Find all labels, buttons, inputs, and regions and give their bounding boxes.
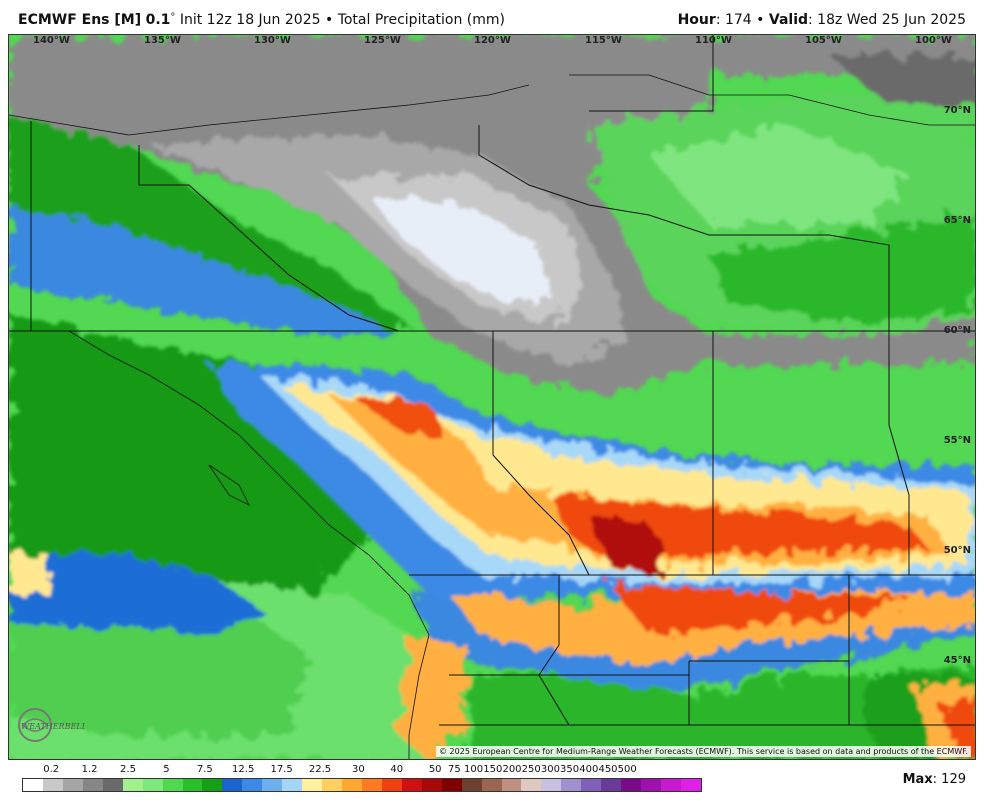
legend-labels: 0.2 1.2 2.5 5 7.5 12.5 17.5 22.5 30 40 50 75 100 150 2… <box>22 764 702 778</box>
valid-label: Valid <box>768 12 809 28</box>
legend-swatch <box>202 779 223 791</box>
lon-label-140w: 140°W <box>33 35 70 46</box>
max-label: Max <box>902 772 933 787</box>
hour-label: Hour <box>677 12 716 28</box>
lon-label-130w: 130°W <box>254 35 291 46</box>
legend-label: 2.5 <box>120 764 136 775</box>
legend-label: 300 <box>540 764 560 775</box>
legend-swatch <box>102 779 123 791</box>
legend-swatch <box>42 779 63 791</box>
lon-label-135w: 135°W <box>144 35 181 46</box>
lat-label-60n: 60°N <box>943 325 971 336</box>
weatherbell-logo: WEATHERBELL <box>15 703 85 743</box>
legend-label: 30 <box>352 764 365 775</box>
legend-swatch <box>561 779 582 791</box>
header: ECMWF Ens [M] 0.1° Init 12z 18 Jun 2025 … <box>0 0 984 34</box>
legend-swatch <box>401 779 422 791</box>
legend-swatch <box>481 779 502 791</box>
init-time: Init 12z 18 Jun 2025 <box>179 12 321 28</box>
legend-swatch <box>661 779 681 791</box>
title-bullet: • <box>324 12 334 28</box>
legend-label: 40 <box>390 764 404 775</box>
legend-swatch <box>461 779 482 791</box>
lat-label-50n: 50°N <box>943 545 971 556</box>
legend-label: 75 <box>448 764 461 775</box>
political-borders <box>9 35 975 726</box>
legend-swatch <box>122 779 143 791</box>
header-valid: Hour: 174 • Valid: 18z Wed 25 Jun 2025 <box>678 12 966 28</box>
legend-swatch <box>361 779 382 791</box>
product-name: Total Precipitation (mm) <box>337 12 505 28</box>
legend-swatch <box>82 779 103 791</box>
legend-swatch <box>222 779 243 791</box>
legend-swatch <box>342 779 362 791</box>
lat-label-55n: 55°N <box>943 435 971 446</box>
legend-label: 200 <box>502 764 522 775</box>
legend-swatch <box>182 779 203 791</box>
lon-label-110w: 110°W <box>695 35 732 46</box>
max-value: Max: 129 <box>903 772 966 787</box>
legend-swatch <box>381 779 402 791</box>
legend-swatch <box>641 779 661 791</box>
lon-label-115w: 115°W <box>585 35 622 46</box>
legend-label: 150 <box>483 764 503 775</box>
model-name: ECMWF Ens [M] <box>18 12 142 28</box>
lat-label-70n: 70°N <box>943 105 971 116</box>
legend-swatch <box>601 779 622 791</box>
map-canvas <box>9 35 975 759</box>
legend-swatch <box>302 779 323 791</box>
legend-swatch <box>441 779 462 791</box>
hour-value: : 174 • <box>715 12 765 28</box>
precip-legend: 0.2 1.2 2.5 5 7.5 12.5 17.5 22.5 30 40 50 75 100 150 2… <box>22 764 702 804</box>
lon-label-125w: 125°W <box>364 35 401 46</box>
lon-label-105w: 105°W <box>805 35 842 46</box>
logo-text: WEATHERBELL <box>21 722 85 731</box>
degree-sign: ° <box>170 12 176 23</box>
legend-swatch <box>62 779 83 791</box>
legend-swatch <box>322 779 342 791</box>
legend-swatch <box>621 779 642 791</box>
max-number: : 129 <box>932 772 966 787</box>
legend-swatch <box>680 779 701 791</box>
legend-label: 500 <box>617 764 637 775</box>
legend-colorbar <box>22 778 702 792</box>
legend-swatch <box>541 779 562 791</box>
legend-label: 400 <box>579 764 599 775</box>
legend-label: 12.5 <box>232 764 255 775</box>
legend-label: 17.5 <box>270 764 293 775</box>
legend-swatch <box>521 779 542 791</box>
legend-swatch <box>421 779 442 791</box>
lat-label-65n: 65°N <box>943 215 971 226</box>
lon-label-120w: 120°W <box>474 35 511 46</box>
copyright-notice: © 2025 European Centre for Medium-Range … <box>436 746 971 757</box>
lat-label-45n: 45°N <box>943 655 971 666</box>
valid-value: : 18z Wed 25 Jun 2025 <box>808 12 966 28</box>
legend-label: 450 <box>598 764 618 775</box>
legend-label: 22.5 <box>308 764 332 775</box>
legend-swatch <box>501 779 522 791</box>
legend-swatch <box>282 779 303 791</box>
legend-swatch <box>162 779 183 791</box>
legend-label: 100 <box>464 764 484 775</box>
legend-swatch <box>242 779 263 791</box>
legend-swatch <box>142 779 163 791</box>
legend-label: 350 <box>560 764 580 775</box>
legend-swatch <box>23 779 43 791</box>
legend-label: 1.2 <box>81 764 98 775</box>
coastlines <box>9 74 975 759</box>
header-title: ECMWF Ens [M] 0.1° Init 12z 18 Jun 2025 … <box>18 12 505 28</box>
legend-swatch <box>262 779 283 791</box>
legend-label: 0.2 <box>43 764 60 775</box>
legend-label: 7.5 <box>196 764 213 775</box>
legend-swatch <box>581 779 602 791</box>
precipitation-map: 140°W 135°W 130°W 125°W 120°W 115°W 110°… <box>8 34 976 760</box>
legend-label: 50 <box>428 764 442 775</box>
model-resolution: 0.1 <box>145 12 171 28</box>
lon-label-100w: 100°W <box>915 35 952 46</box>
legend-label: 250 <box>521 764 541 775</box>
legend-label: 5 <box>163 764 170 775</box>
